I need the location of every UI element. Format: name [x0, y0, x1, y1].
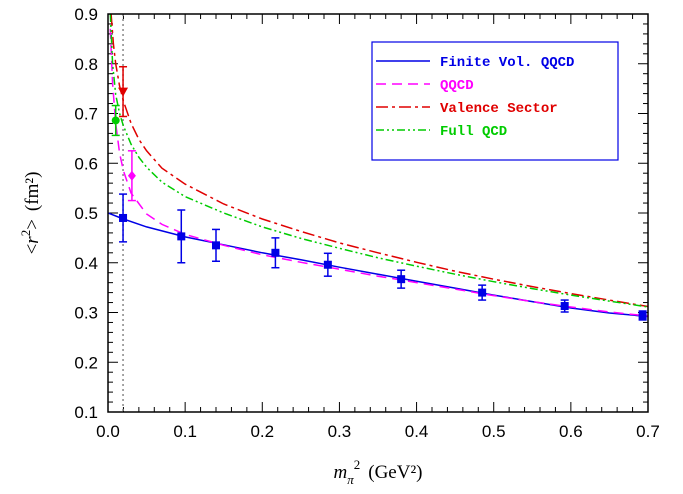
x-axis-unit: (GeV²): [368, 462, 422, 483]
data-point-triangle-down: [118, 65, 129, 118]
plot-frame: [107, 13, 649, 413]
marker-square: [323, 260, 332, 269]
x-tick-label: 0.2: [250, 422, 274, 441]
marker-square: [638, 311, 647, 320]
x-tick-label: 0.0: [96, 422, 120, 441]
legend-label: QQCD: [440, 78, 474, 94]
legend: Finite Vol. QQCD QQCD Valence Sector Full Q…: [371, 41, 619, 161]
data-point-circle: [111, 104, 120, 137]
legend-label: Valence Sector: [440, 101, 558, 117]
y-tick-labels: 0.1 0.2 0.3 0.4 0.5 0.6 0.7 0.8 0.9: [74, 5, 98, 422]
data-point-square: [397, 269, 406, 289]
y-tick-label: 0.6: [74, 154, 98, 173]
y-axis-unit: (fm²): [22, 172, 43, 211]
marker-square: [271, 248, 280, 257]
marker-triangle: [118, 87, 129, 97]
marker-square: [119, 213, 128, 222]
x-tick-label: 0.6: [559, 422, 583, 441]
data-point-square: [119, 193, 128, 243]
data-point-square: [638, 310, 647, 321]
series-line-finite-vol-qqcd: [108, 212, 648, 318]
marker-square: [478, 288, 487, 297]
y-tick-label: 0.1: [74, 403, 98, 422]
y-tick-label: 0.7: [74, 105, 98, 124]
data-point-square: [478, 284, 487, 301]
legend-label: Finite Vol. QQCD: [440, 55, 574, 71]
marker-square: [397, 275, 406, 284]
legend-item: Valence Sector: [376, 101, 558, 117]
marker-circle: [111, 116, 120, 125]
data-point-diamond: [127, 150, 136, 202]
x-tick-label: 0.3: [328, 422, 352, 441]
marker-diamond: [127, 170, 136, 181]
data-point-square: [323, 252, 332, 277]
series-line-qqcd: [109, 28, 648, 317]
y-axis-var: r: [22, 236, 43, 244]
data-point-square: [271, 237, 280, 269]
data-point-square: [560, 299, 569, 313]
series-line-full-qcd: [109, 14, 648, 308]
y-axis-sup: 2: [18, 230, 33, 237]
marker-square: [560, 302, 569, 311]
x-tick-labels: 0.0 0.1 0.2 0.3 0.4 0.5 0.6 0.7: [96, 422, 660, 441]
data-point-square: [177, 209, 186, 264]
x-tick-label: 0.5: [482, 422, 506, 441]
data-point-square: [212, 228, 220, 263]
legend-item: QQCD: [376, 78, 474, 94]
x-axis-var: m: [334, 462, 348, 483]
x-tick-label: 0.4: [405, 422, 429, 441]
y-tick-label: 0.5: [74, 204, 98, 223]
y-tick-label: 0.2: [74, 353, 98, 372]
y-axis-close: >: [22, 219, 43, 230]
legend-item: Full QCD: [376, 124, 507, 140]
marker-square: [177, 232, 186, 241]
y-axis-title: <r2> (fm²): [18, 172, 43, 255]
x-axis-sub: π: [347, 472, 354, 487]
y-tick-label: 0.9: [74, 5, 98, 24]
y-tick-label: 0.4: [74, 254, 98, 273]
x-axis-title: mπ2 (GeV²): [334, 457, 423, 487]
legend-label: Full QCD: [440, 124, 507, 140]
y-tick-label: 0.8: [74, 55, 98, 74]
marker-square: [212, 241, 220, 250]
legend-item: Finite Vol. QQCD: [376, 55, 574, 71]
x-axis-sup: 2: [354, 457, 361, 472]
x-tick-label: 0.1: [173, 422, 197, 441]
x-tick-label: 0.7: [636, 422, 660, 441]
y-axis-open: <: [22, 244, 43, 255]
legend-items: Finite Vol. QQCD QQCD Valence Sector Full Q…: [376, 55, 574, 140]
data-points: [111, 65, 647, 321]
y-tick-label: 0.3: [74, 304, 98, 323]
